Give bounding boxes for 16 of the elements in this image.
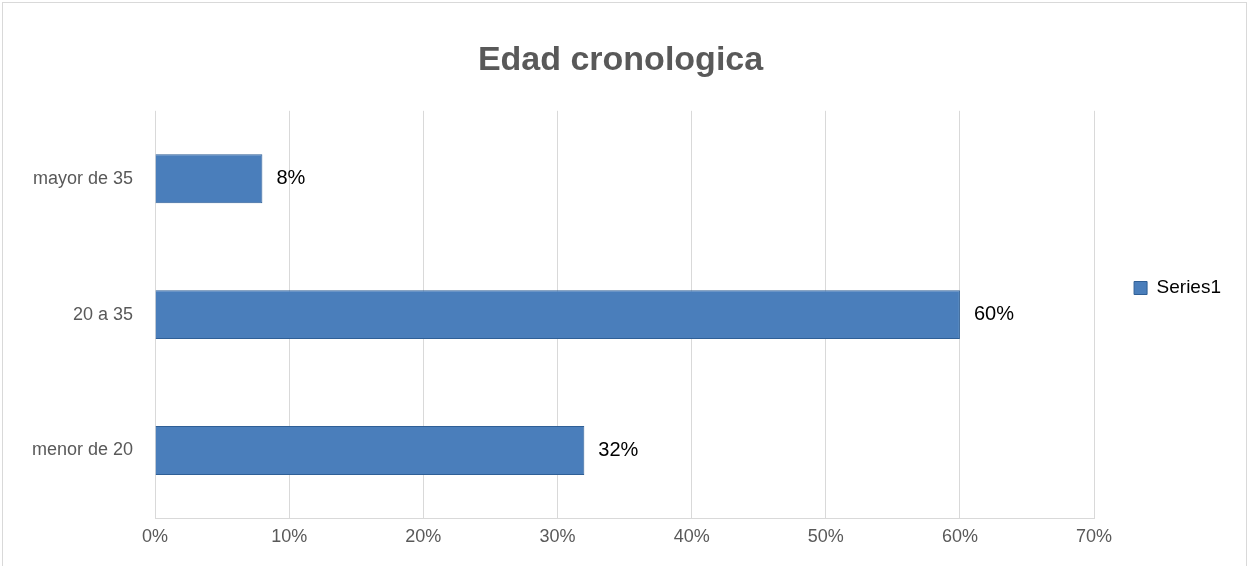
chart-title: Edad cronologica <box>477 38 765 77</box>
data-label: 8% <box>276 166 306 189</box>
data-label: 60% <box>973 302 1015 325</box>
x-tick-label: 40% <box>673 526 710 547</box>
x-tick-label: 30% <box>539 526 576 547</box>
x-tick-label: 60% <box>941 526 978 547</box>
x-tick-label: 10% <box>271 526 308 547</box>
y-tick-label: menor de 20 <box>31 439 134 460</box>
y-tick-label: mayor de 35 <box>33 167 134 188</box>
legend-label: Series1 <box>1156 276 1221 298</box>
x-tick-label: 50% <box>807 526 844 547</box>
x-tick-label: 70% <box>1076 526 1113 547</box>
x-tick-label: 20% <box>405 526 442 547</box>
data-label: 32% <box>598 437 639 460</box>
x-tick-label: 0% <box>142 526 169 547</box>
y-tick-label: 20 a 35 <box>73 303 134 324</box>
